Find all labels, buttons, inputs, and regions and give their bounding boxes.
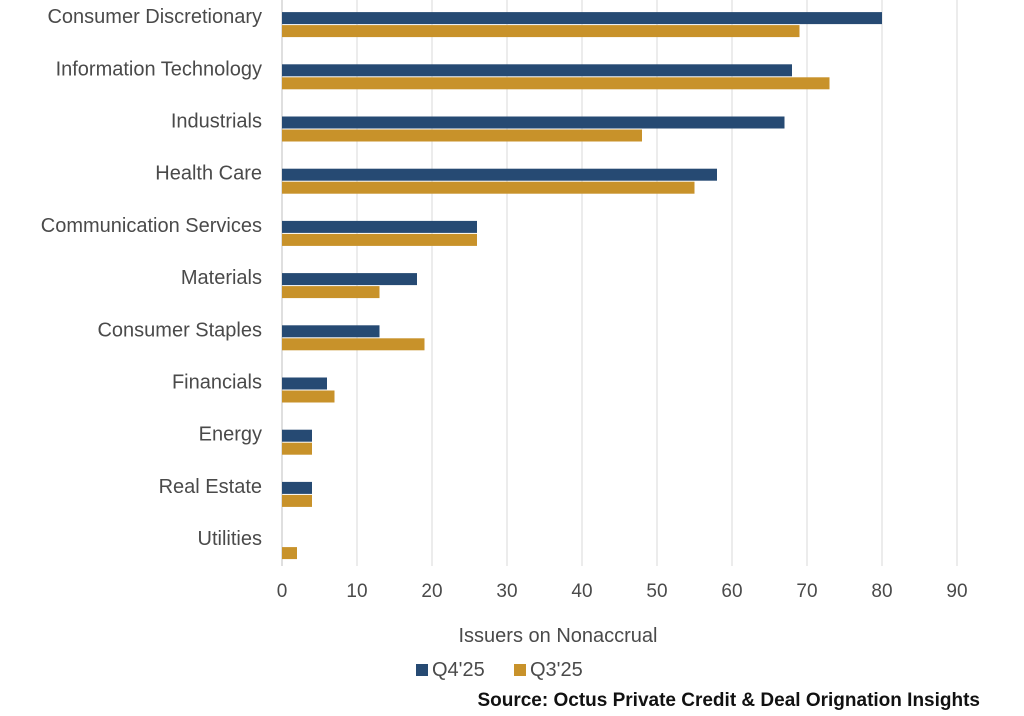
x-tick-label: 70: [796, 581, 817, 602]
x-tick-label: 0: [277, 581, 288, 602]
x-tick-label: 30: [496, 581, 517, 602]
bar-q4-25: [282, 116, 785, 129]
bar-q4-25: [282, 481, 312, 494]
bar-q4-25: [282, 377, 327, 390]
legend-label-q3-25: Q3'25: [530, 659, 583, 681]
category-label: Financials: [172, 372, 262, 394]
category-label: Communication Services: [41, 215, 262, 237]
x-tick-label: 80: [871, 581, 892, 602]
category-label: Real Estate: [159, 476, 262, 498]
bar-q4-25: [282, 273, 417, 286]
bar-q3-25: [282, 442, 312, 455]
legend: Q4'25 Q3'25: [416, 659, 583, 681]
x-axis-title: Issuers on Nonaccrual: [459, 625, 658, 647]
bar-q3-25: [282, 77, 830, 90]
bar-q4-25: [282, 220, 477, 233]
category-label: Energy: [199, 424, 262, 446]
bar-q3-25: [282, 25, 800, 38]
gridlines: [281, 0, 958, 566]
bar-q3-25: [282, 286, 380, 299]
x-tick-label: 20: [421, 581, 442, 602]
x-tick-label: 10: [346, 581, 367, 602]
bar-chart: Consumer Discretionary Information Techno…: [41, 0, 968, 681]
x-tick-label: 50: [646, 581, 667, 602]
bar-q4-25: [282, 429, 312, 442]
x-tick-label: 40: [571, 581, 592, 602]
bar-q3-25: [282, 390, 335, 403]
source-note: Source: Octus Private Credit & Deal Orig…: [477, 690, 980, 711]
bar-q3-25: [282, 494, 312, 507]
bar-q3-25: [282, 338, 425, 351]
category-label: Information Technology: [56, 58, 262, 80]
bar-q4-25: [282, 325, 380, 338]
bar-q4-25: [282, 168, 717, 181]
legend-swatch-q4-25: [416, 664, 428, 676]
bar-q4-25: [282, 64, 792, 77]
category-label: Utilities: [198, 528, 262, 550]
category-labels: Consumer Discretionary Information Techno…: [41, 6, 262, 550]
bars: [282, 12, 882, 560]
x-tick-label: 90: [946, 581, 967, 602]
bar-q3-25: [282, 181, 695, 194]
bar-q3-25: [282, 547, 297, 560]
legend-swatch-q3-25: [514, 664, 526, 676]
x-tick-labels: 0 10 20 30 40 50 60 70 80 90: [277, 581, 968, 602]
category-label: Industrials: [171, 111, 262, 133]
bar-q4-25: [282, 12, 882, 25]
category-label: Materials: [181, 267, 262, 289]
bar-q3-25: [282, 129, 642, 142]
x-tick-label: 60: [721, 581, 742, 602]
bar-q3-25: [282, 233, 477, 246]
category-label: Consumer Discretionary: [47, 6, 262, 28]
legend-label-q4-25: Q4'25: [432, 659, 485, 681]
category-label: Consumer Staples: [97, 319, 262, 341]
category-label: Health Care: [155, 163, 262, 185]
